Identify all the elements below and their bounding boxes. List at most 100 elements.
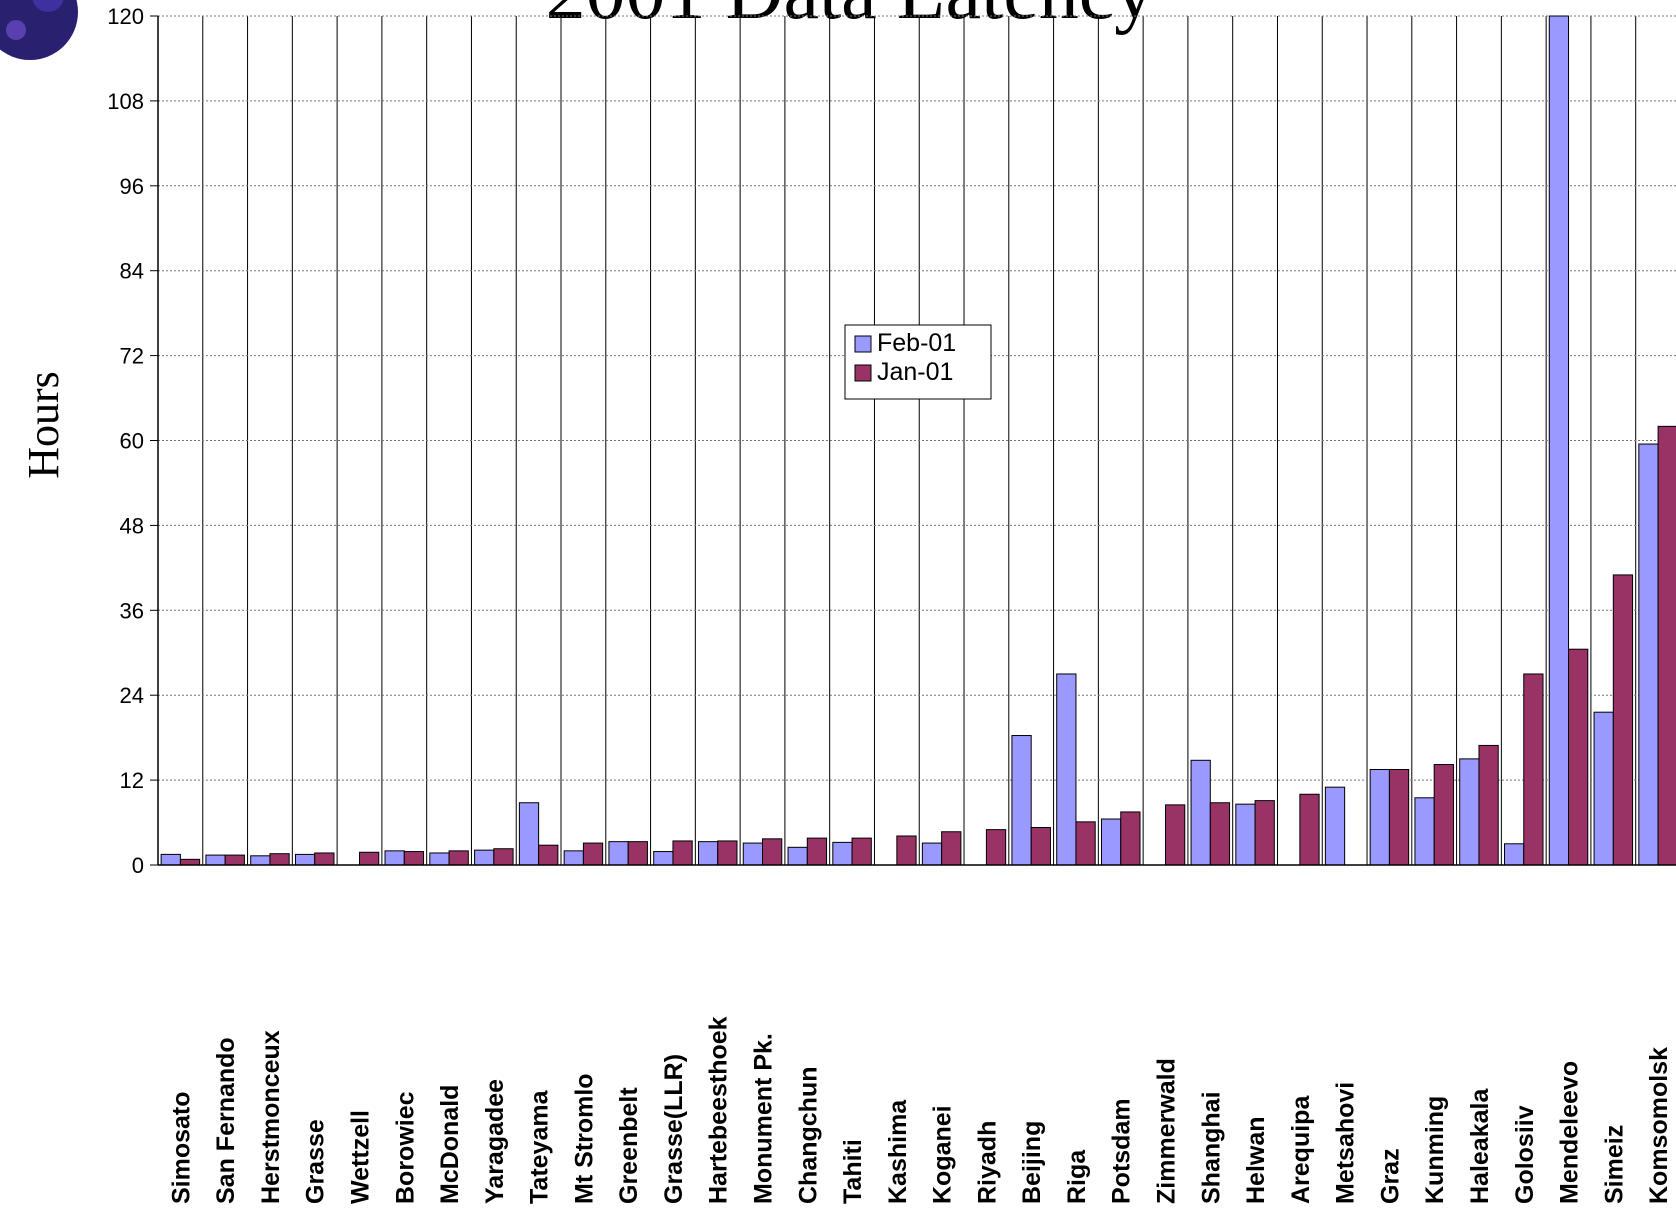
y-axis: 0 12 24 36 48 60 72 84 96 108 120 [107,4,159,878]
chart-title: 2001 Data Latency [546,0,1155,36]
x-tick-label: Wettzell [347,1110,375,1204]
x-tick-label: Simosato [167,1091,195,1204]
bar-jan-01 [1478,744,1499,866]
bar-jan-01 [1433,764,1454,866]
bar-jan-01 [941,831,962,866]
bar-feb-01 [563,850,584,866]
x-tick-label: Arequipa [1287,1095,1315,1204]
y-tick-label: 120 [107,4,144,29]
bar-feb-01 [429,852,450,866]
bars [160,15,1676,866]
bar-feb-01 [474,849,495,866]
bar-jan-01 [896,835,917,866]
x-tick-label: Komsomolsk [1645,1047,1673,1204]
bar-feb-01 [742,842,764,866]
x-tick-label: Helwan [1242,1116,1270,1204]
bar-jan-01 [582,842,604,866]
x-tick-label: Mendeleevo [1556,1061,1584,1204]
legend-label: Jan-01 [877,358,953,386]
bar-jan-01 [359,851,380,866]
bar-feb-01 [1593,711,1614,866]
bar-jan-01 [672,840,693,866]
x-axis: Simosato San Fernando Herstmonceux Grasse We… [158,864,1676,1205]
bar-jan-01 [314,852,335,866]
x-tick-label: Greenbelt [615,1087,643,1204]
x-tick-label: Graz [1376,1148,1404,1204]
x-tick-label: Golosiiv [1511,1105,1539,1204]
bar-feb-01 [1011,735,1032,866]
y-tick-label: 60 [120,429,144,454]
bar-feb-01 [832,841,853,866]
x-tick-label: Yaragadee [481,1079,509,1204]
y-tick-label: 96 [120,174,144,199]
bar-jan-01 [1299,793,1320,866]
bar-jan-01 [1075,821,1096,866]
x-tick-label: Monument Pk. [750,1033,778,1204]
y-tick-label: 108 [107,89,144,114]
x-tick-label: Tateyama [526,1089,554,1204]
bar-jan-01 [224,854,245,866]
y-axis-title: Hours [19,371,68,479]
bar-feb-01 [294,853,316,866]
bar-jan-01 [717,840,738,866]
x-tick-label: Hartebeesthoek [705,1016,733,1204]
bar-jan-01 [985,829,1007,866]
bar-jan-01 [1657,425,1676,866]
x-tick-label: Potsdam [1108,1098,1136,1204]
bar-jan-01 [1209,802,1231,866]
bar-feb-01 [697,841,719,866]
vertical-gridlines [157,16,1637,865]
x-tick-label: Koganei [929,1105,957,1204]
bar-jan-01 [269,853,290,866]
bar-feb-01 [160,853,181,866]
bar-jan-01 [179,858,201,866]
bar-jan-01 [1254,800,1275,866]
bar-feb-01 [1235,803,1256,866]
y-tick-label: 84 [120,259,144,284]
bar-feb-01 [921,842,943,866]
chart-title-text: 2001 Data Latency [546,0,1155,36]
x-tick-label: Grasse(LLR) [660,1054,688,1204]
y-tick-label: 0 [132,853,144,878]
horizontal-gridlines [158,15,1676,866]
bar-feb-01 [1100,818,1122,866]
bar-feb-01 [1056,673,1077,866]
x-tick-label: Mt Stromlo [570,1073,598,1204]
bar-feb-01 [1414,797,1435,866]
bar-feb-01 [384,850,405,866]
bar-feb-01 [1503,843,1525,866]
bar-jan-01 [851,837,872,866]
x-tick-label: Tahiti [839,1139,867,1204]
bar-jan-01 [1165,804,1186,866]
bar-feb-01 [205,854,226,866]
bar-feb-01 [1324,786,1346,866]
bar-feb-01 [1369,768,1390,866]
bar-jan-01 [806,837,828,866]
bar-feb-01 [1459,758,1480,866]
bar-feb-01 [1548,15,1570,866]
x-tick-label: Kunming [1421,1096,1449,1204]
logo-emblem [0,0,78,60]
bar-feb-01 [1190,759,1211,866]
bar-jan-01 [493,848,514,866]
bar-jan-01 [1388,768,1410,866]
bar-jan-01 [538,844,559,866]
x-tick-label: Borowiec [391,1091,419,1204]
x-tick-label: Changchun [794,1067,822,1205]
x-tick-label: Kashima [884,1099,912,1204]
x-tick-label: Shanghai [1197,1091,1225,1204]
x-tick-label: Riyadh [973,1121,1001,1204]
x-tick-label: McDonald [436,1085,464,1204]
legend-swatch [854,335,872,353]
y-tick-label: 24 [120,683,144,708]
x-tick-label: Grasse [302,1119,330,1204]
bar-jan-01 [1120,811,1141,866]
bar-jan-01 [1030,827,1051,866]
bar-feb-01 [653,851,674,866]
bar-jan-01 [1523,673,1544,866]
x-tick-label: Zimmerwald [1153,1058,1181,1204]
legend-swatch [854,364,872,382]
bar-feb-01 [608,841,629,866]
